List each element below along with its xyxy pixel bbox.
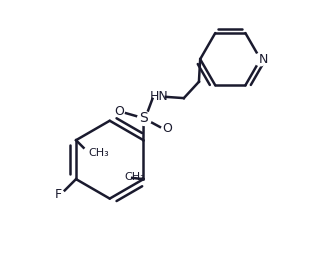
Text: CH₃: CH₃ xyxy=(88,148,109,158)
Text: F: F xyxy=(55,188,62,201)
Text: S: S xyxy=(139,111,148,125)
Text: O: O xyxy=(162,122,172,135)
Text: N: N xyxy=(259,53,268,66)
Text: O: O xyxy=(114,105,124,118)
Text: CH₃: CH₃ xyxy=(125,172,145,182)
Text: HN: HN xyxy=(149,90,168,103)
